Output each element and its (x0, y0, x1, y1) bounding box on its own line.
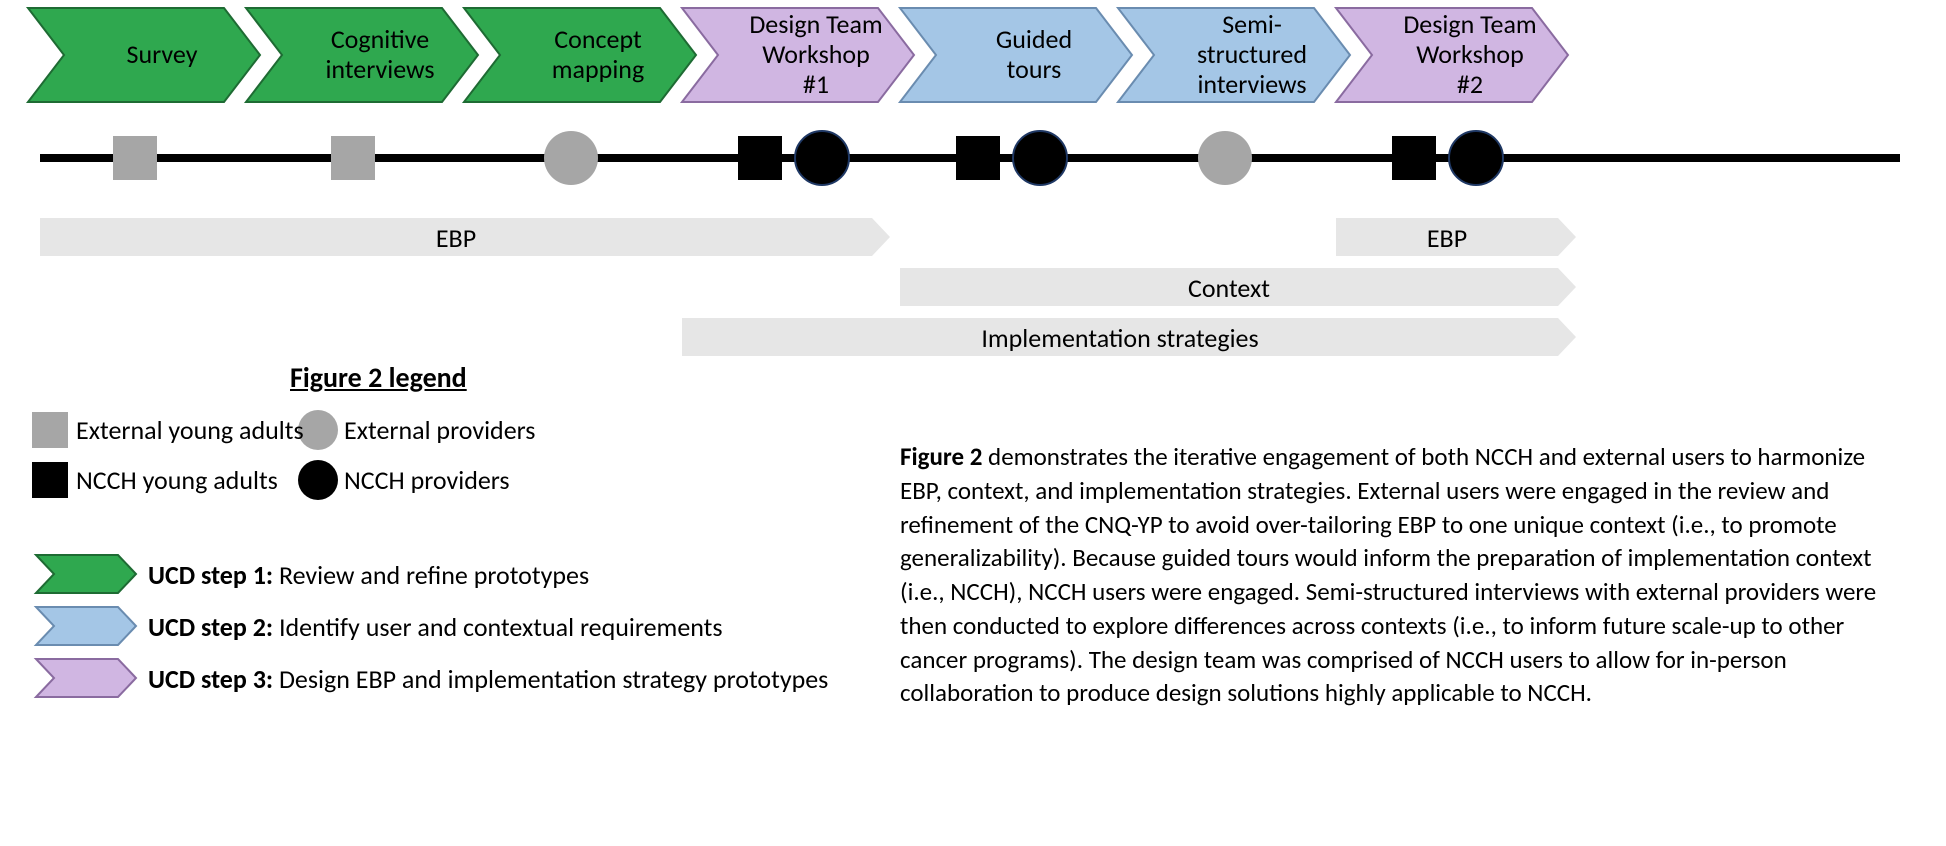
category-bar-label-3: Implementation strategies (682, 322, 1558, 354)
legend-marker-label-1: External providers (344, 414, 535, 446)
ucd-step-label-1: UCD step 2: Identify user and contextual… (148, 611, 723, 643)
legend-marker-shape-0 (32, 412, 68, 448)
legend-marker-label-0: External young adults (76, 414, 304, 446)
ucd-step-chevron-2 (36, 659, 136, 697)
timeline-marker-1 (331, 136, 375, 180)
timeline-marker-4 (795, 131, 849, 185)
ucd-step-bold-0: UCD step 1: (148, 559, 273, 591)
category-bar-label-0: EBP (40, 222, 872, 254)
legend-marker-label-3: NCCH providers (344, 464, 510, 496)
ucd-step-bold-2: UCD step 3: (148, 663, 273, 695)
ucd-step-chevron-0 (36, 555, 136, 593)
category-bar-label-2: Context (900, 272, 1558, 304)
ucd-step-text-0: Review and refine prototypes (273, 559, 589, 591)
timeline-marker-5 (956, 136, 1000, 180)
legend-marker-shape-3 (298, 460, 338, 500)
ucd-step-label-2: UCD step 3: Design EBP and implementatio… (148, 663, 828, 695)
process-chevron-label-2: Concept mapping (500, 8, 696, 102)
figure-caption-text: demonstrates the iterative engagement of… (900, 441, 1876, 708)
process-chevron-label-0: Survey (64, 8, 260, 102)
ucd-step-text-2: Design EBP and implementation strategy p… (273, 663, 828, 695)
timeline-marker-9 (1449, 131, 1503, 185)
timeline-marker-7 (1198, 131, 1252, 185)
process-chevron-label-4: Guided tours (936, 8, 1132, 102)
process-chevron-label-6: Design Team Workshop #2 (1372, 8, 1568, 102)
category-bar-label-1: EBP (1336, 222, 1558, 254)
ucd-step-label-0: UCD step 1: Review and refine prototypes (148, 559, 589, 591)
legend-marker-shape-2 (32, 462, 68, 498)
ucd-step-chevron-1 (36, 607, 136, 645)
process-chevron-label-3: Design Team Workshop #1 (718, 8, 914, 102)
process-chevron-label-1: Cognitive interviews (282, 8, 478, 102)
ucd-step-bold-1: UCD step 2: (148, 611, 273, 643)
timeline-marker-3 (738, 136, 782, 180)
legend-title: Figure 2 legend (290, 360, 467, 395)
timeline-marker-8 (1392, 136, 1436, 180)
figure-caption: Figure 2 demonstrates the iterative enga… (900, 440, 1910, 710)
legend-marker-shape-1 (298, 410, 338, 450)
timeline-marker-2 (544, 131, 598, 185)
timeline-marker-0 (113, 136, 157, 180)
legend-marker-label-2: NCCH young adults (76, 464, 278, 496)
ucd-step-text-1: Identify user and contextual requirement… (273, 611, 723, 643)
figure-caption-bold: Figure 2 (900, 441, 982, 472)
process-chevron-label-5: Semi- structured interviews (1154, 8, 1350, 102)
timeline-marker-6 (1013, 131, 1067, 185)
